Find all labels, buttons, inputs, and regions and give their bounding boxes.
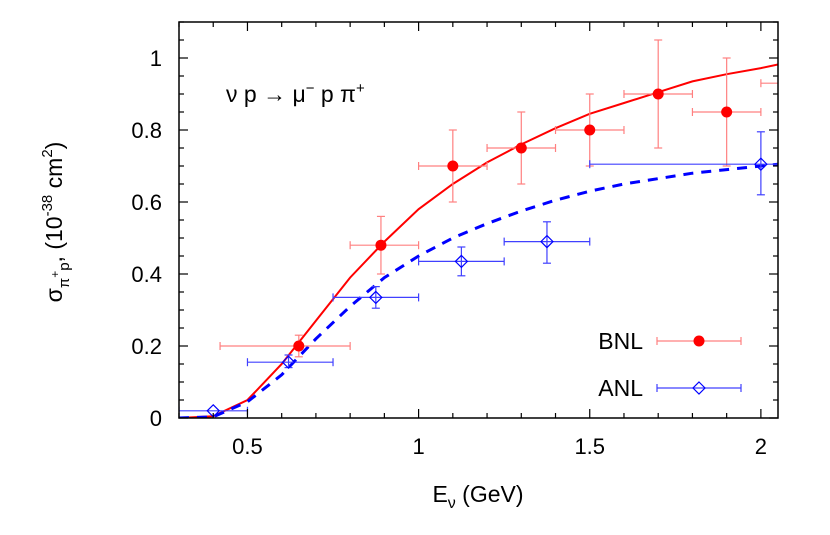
data-point-anl (281, 355, 296, 370)
y-tick-label: 0.6 (131, 190, 162, 215)
legend-label-bnl: BNL (598, 328, 643, 354)
data-point-anl (368, 290, 383, 305)
legend-label-anl: ANL (598, 375, 643, 401)
data-point-anl (692, 381, 706, 395)
x-axis-label: Eν (GeV) (432, 481, 523, 512)
theory-curve-dashed (179, 162, 778, 418)
y-tick-label: 0.4 (131, 262, 162, 287)
data-point-bnl (584, 124, 596, 136)
x-tick-label: 1 (412, 434, 424, 459)
data-point-bnl (721, 106, 733, 118)
data-point-bnl (447, 160, 459, 172)
theory-curve-solid (179, 63, 778, 418)
y-tick-label: 0.8 (131, 118, 162, 143)
data-point-bnl (375, 239, 387, 251)
x-tick-label: 1.5 (574, 434, 605, 459)
data-point-bnl (652, 88, 664, 100)
data-point-bnl (515, 142, 527, 154)
plot-area (179, 39, 801, 418)
legend: BNL ANL (598, 328, 742, 401)
data-point-anl (754, 157, 768, 172)
data-point-bnl (693, 335, 705, 347)
reaction-annotation: ν p → μ− p π+ (226, 80, 365, 107)
ticks: 0.5 1 1.5 2 0 0.2 0.4 0.6 0.8 1 (131, 21, 778, 459)
data-point-anl (454, 254, 469, 269)
data-point-bnl (293, 340, 305, 352)
legend-marker-anl (656, 381, 742, 395)
x-tick-label: 0.5 (232, 434, 263, 459)
y-axis-label: σπ+p, (10-38 cm2) (39, 142, 73, 303)
y-tick-label: 1 (150, 46, 162, 71)
y-tick-label: 0.2 (131, 334, 162, 359)
x-tick-label: 2 (755, 434, 767, 459)
data-point-bnl (790, 78, 801, 89)
data-point-anl (540, 234, 554, 249)
y-tick-label: 0 (150, 406, 162, 431)
legend-marker-bnl (656, 335, 742, 347)
